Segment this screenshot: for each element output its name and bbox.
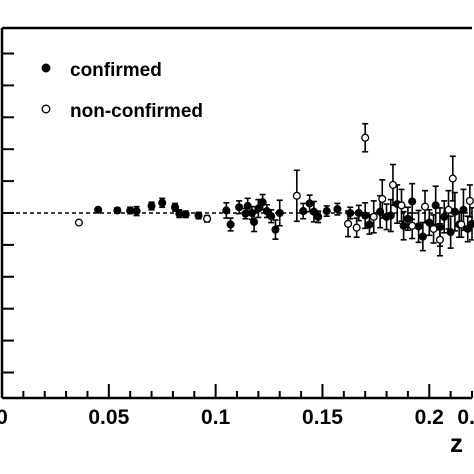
x-tick-label: 0.1 <box>201 406 231 429</box>
confirmed-point <box>226 220 235 229</box>
confirmed-point <box>322 207 331 216</box>
non-confirmed-point <box>292 191 301 200</box>
confirmed-point <box>346 208 355 218</box>
confirmed-point <box>275 208 284 218</box>
error-bars-group <box>75 122 474 257</box>
data-points-group <box>74 133 474 244</box>
non-confirmed-point <box>388 180 398 189</box>
confirmed-point <box>450 207 459 216</box>
confirmed-point <box>222 206 231 215</box>
confirmed-point <box>459 205 468 214</box>
non-confirmed-point <box>444 205 453 214</box>
confirmed-point <box>425 218 434 227</box>
confirmed-point <box>147 201 156 211</box>
confirmed-point <box>241 209 250 218</box>
legend-label-non-confirmed: non-confirmed <box>70 101 203 122</box>
confirmed-point <box>158 198 167 207</box>
confirmed-point <box>386 211 395 220</box>
confirmed-point <box>267 212 276 221</box>
confirmed-point <box>403 214 412 223</box>
confirmed-point <box>194 211 203 220</box>
non-confirmed-point <box>448 174 457 183</box>
confirmed-point <box>309 207 318 216</box>
confirmed-point <box>262 207 271 216</box>
confirmed-point <box>181 210 190 219</box>
non-confirmed-point <box>397 201 406 210</box>
non-confirmed-point <box>369 212 378 221</box>
confirmed-point <box>435 222 445 232</box>
confirmed-point <box>431 201 440 210</box>
confirmed-point <box>254 204 263 213</box>
confirmed-point <box>243 201 252 211</box>
non-confirmed-point <box>344 219 353 228</box>
confirmed-point <box>408 197 417 206</box>
confirmed-point <box>463 224 472 233</box>
confirmed-point <box>258 198 267 207</box>
confirmed-point <box>132 207 141 216</box>
confirmed-point <box>467 219 474 228</box>
confirmed-point <box>314 212 323 221</box>
confirmed-point <box>126 206 135 215</box>
confirmed-point <box>333 205 342 214</box>
non-confirmed-point <box>378 194 387 204</box>
confirmed-point <box>235 203 244 212</box>
confirmed-point <box>271 225 280 234</box>
confirmed-point <box>446 228 455 237</box>
non-confirmed-point <box>429 224 438 233</box>
confirmed-point <box>414 222 423 231</box>
x-tick-label: 0.15 <box>302 406 343 429</box>
non-confirmed-point <box>408 221 417 230</box>
confirmed-point <box>247 208 257 218</box>
non-confirmed-point <box>435 235 445 244</box>
x-tick-label: 0 <box>0 406 8 429</box>
x-tick-label: 0.2 <box>415 406 444 429</box>
confirmed-point <box>365 220 374 229</box>
x-tick-label: 0.05 <box>88 406 129 429</box>
non-confirmed-point <box>74 218 83 227</box>
non-confirmed-point <box>352 223 361 232</box>
confirmed-point <box>175 209 184 218</box>
legend-marker-non-confirmed <box>41 104 51 114</box>
non-confirmed-point <box>465 196 474 205</box>
confirmed-point <box>94 205 103 214</box>
confirmed-point <box>418 232 427 241</box>
legend-marker-confirmed <box>41 63 51 73</box>
x-tick-label: 0.2 <box>457 406 474 429</box>
confirmed-point <box>299 207 308 216</box>
non-confirmed-point <box>203 214 212 223</box>
legend: confirmed non-confirmed <box>41 60 203 122</box>
x-axis-label: z <box>450 428 463 458</box>
confirmed-point <box>250 217 259 226</box>
legend-label-confirmed: confirmed <box>70 60 162 81</box>
axes-group <box>0 26 473 400</box>
tick-labels-group: 0 0.05 0.1 0.15 0.2 0.2 <box>0 406 474 429</box>
confirmed-point <box>113 206 122 215</box>
confirmed-point <box>305 199 314 208</box>
confirmed-point <box>399 221 408 230</box>
confirmed-point <box>376 207 385 216</box>
confirmed-point <box>440 212 449 221</box>
confirmed-point <box>170 203 180 212</box>
non-confirmed-point <box>420 202 430 211</box>
non-confirmed-point <box>457 220 466 229</box>
non-confirmed-point <box>361 133 370 142</box>
confirmed-point <box>361 211 370 220</box>
